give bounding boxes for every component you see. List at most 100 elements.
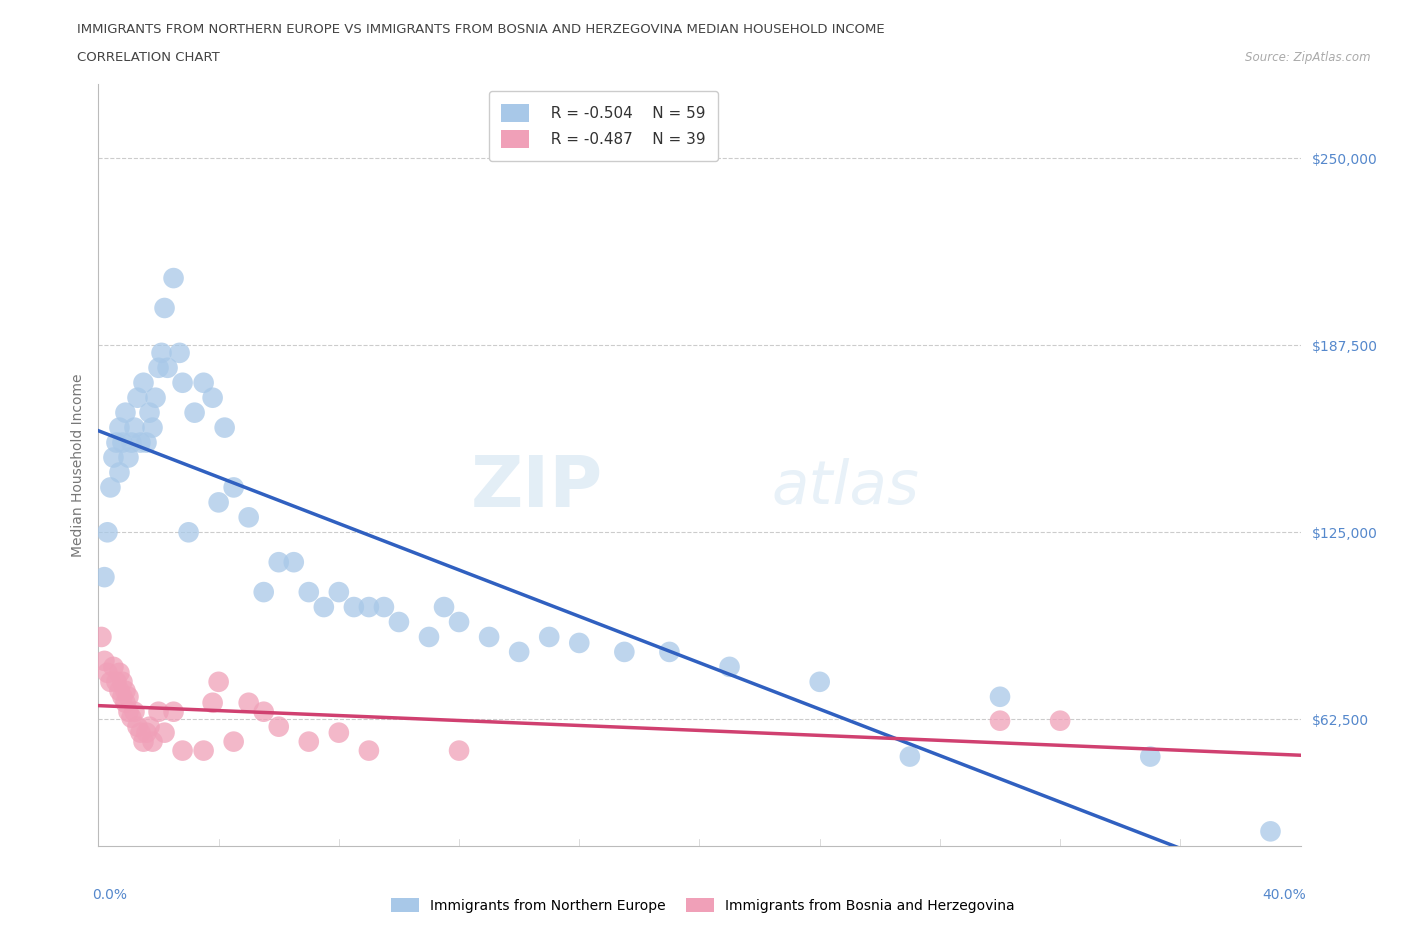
Point xyxy=(172,376,194,391)
Point xyxy=(1049,713,1071,728)
Point xyxy=(222,734,245,749)
Point xyxy=(283,555,305,570)
Point xyxy=(658,644,681,659)
Point xyxy=(328,725,350,740)
Point xyxy=(135,435,157,450)
Point xyxy=(114,684,136,698)
Text: 0.0%: 0.0% xyxy=(93,888,128,902)
Point xyxy=(138,719,160,734)
Point xyxy=(478,630,501,644)
Point xyxy=(145,391,167,405)
Point xyxy=(141,420,163,435)
Point xyxy=(357,600,380,615)
Point xyxy=(169,345,191,360)
Text: CORRELATION CHART: CORRELATION CHART xyxy=(77,51,221,64)
Point xyxy=(328,585,350,600)
Point xyxy=(177,525,200,539)
Point xyxy=(93,654,115,669)
Point xyxy=(127,719,149,734)
Point xyxy=(150,345,173,360)
Point xyxy=(538,630,561,644)
Point xyxy=(114,696,136,711)
Point xyxy=(138,405,160,420)
Point xyxy=(298,734,321,749)
Point xyxy=(105,674,128,689)
Point xyxy=(132,376,155,391)
Point xyxy=(111,674,134,689)
Point xyxy=(124,704,146,719)
Point xyxy=(132,734,155,749)
Point xyxy=(117,704,139,719)
Point xyxy=(433,600,456,615)
Point xyxy=(418,630,440,644)
Point xyxy=(343,600,366,615)
Point xyxy=(388,615,411,630)
Point xyxy=(96,525,118,539)
Point xyxy=(201,391,224,405)
Point xyxy=(1139,750,1161,764)
Point xyxy=(718,659,741,674)
Point xyxy=(135,725,157,740)
Point xyxy=(214,420,236,435)
Point xyxy=(156,360,179,375)
Point xyxy=(357,743,380,758)
Point xyxy=(96,665,118,680)
Point xyxy=(162,704,184,719)
Point xyxy=(267,719,290,734)
Point xyxy=(253,704,276,719)
Point xyxy=(447,743,470,758)
Point xyxy=(193,376,215,391)
Y-axis label: Median Household Income: Median Household Income xyxy=(70,373,84,557)
Point xyxy=(108,684,131,698)
Point xyxy=(208,495,231,510)
Point xyxy=(141,734,163,749)
Point xyxy=(108,465,131,480)
Point xyxy=(568,635,591,650)
Point xyxy=(124,420,146,435)
Point xyxy=(129,725,152,740)
Point xyxy=(121,711,143,725)
Text: 40.0%: 40.0% xyxy=(1263,888,1306,902)
Point xyxy=(100,674,122,689)
Point xyxy=(298,585,321,600)
Point xyxy=(447,615,470,630)
Point xyxy=(90,630,112,644)
Point xyxy=(808,674,831,689)
Legend:   R = -0.504    N = 59,   R = -0.487    N = 39: R = -0.504 N = 59, R = -0.487 N = 39 xyxy=(489,91,717,161)
Point xyxy=(508,644,530,659)
Point xyxy=(613,644,636,659)
Point xyxy=(988,689,1011,704)
Point xyxy=(238,696,260,711)
Point xyxy=(103,450,125,465)
Point xyxy=(373,600,395,615)
Point xyxy=(238,510,260,525)
Point xyxy=(117,450,139,465)
Point xyxy=(100,480,122,495)
Point xyxy=(105,435,128,450)
Point xyxy=(117,689,139,704)
Point xyxy=(148,360,170,375)
Text: IMMIGRANTS FROM NORTHERN EUROPE VS IMMIGRANTS FROM BOSNIA AND HERZEGOVINA MEDIAN: IMMIGRANTS FROM NORTHERN EUROPE VS IMMIG… xyxy=(77,23,884,36)
Text: ZIP: ZIP xyxy=(471,454,603,523)
Point xyxy=(108,420,131,435)
Point xyxy=(193,743,215,758)
Legend: Immigrants from Northern Europe, Immigrants from Bosnia and Herzegovina: Immigrants from Northern Europe, Immigra… xyxy=(385,893,1021,919)
Point xyxy=(253,585,276,600)
Point xyxy=(129,435,152,450)
Point xyxy=(111,689,134,704)
Point xyxy=(183,405,205,420)
Point xyxy=(153,725,176,740)
Point xyxy=(1260,824,1282,839)
Point xyxy=(988,713,1011,728)
Point xyxy=(208,674,231,689)
Text: atlas: atlas xyxy=(772,458,920,517)
Point xyxy=(201,696,224,711)
Point xyxy=(162,271,184,286)
Point xyxy=(111,435,134,450)
Point xyxy=(153,300,176,315)
Point xyxy=(312,600,335,615)
Point xyxy=(108,665,131,680)
Point xyxy=(121,435,143,450)
Point xyxy=(127,391,149,405)
Point xyxy=(267,555,290,570)
